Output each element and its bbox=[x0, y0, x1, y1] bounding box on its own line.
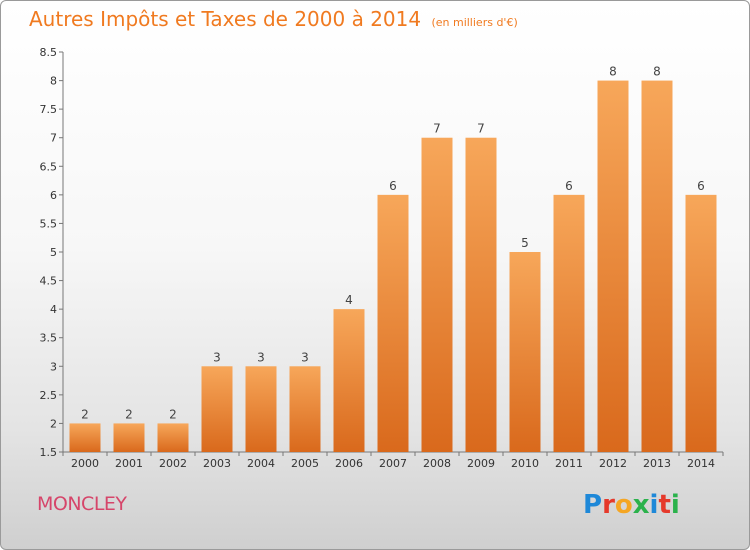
logo-letter: i bbox=[649, 490, 659, 520]
y-tick-label: 5.5 bbox=[40, 217, 58, 230]
bar bbox=[289, 366, 321, 452]
proxiti-logo[interactable]: Proxiti bbox=[583, 490, 680, 520]
y-tick-label: 4 bbox=[50, 303, 57, 316]
x-tick-label: 2009 bbox=[467, 457, 495, 470]
y-tick-label: 5 bbox=[50, 246, 57, 259]
x-tick-label: 2003 bbox=[203, 457, 231, 470]
y-axis: 1.5 2 2.5 3 3.5 4 4.5 5 5.5 6 6.5 7 7.5 8 8.5 bbox=[40, 46, 64, 459]
y-tick-label: 2.5 bbox=[40, 389, 58, 402]
data-label: 2 bbox=[125, 407, 133, 421]
bar bbox=[465, 137, 497, 452]
bar bbox=[245, 366, 277, 452]
logo-letter: x bbox=[632, 490, 650, 520]
data-label: 3 bbox=[301, 350, 309, 364]
y-tick-label: 6 bbox=[50, 189, 57, 202]
logo-letter: i bbox=[670, 490, 680, 520]
bar-series bbox=[69, 80, 717, 453]
bar bbox=[641, 80, 673, 453]
y-tick-label: 3 bbox=[50, 360, 57, 373]
data-label: 8 bbox=[609, 65, 617, 79]
data-label: 3 bbox=[213, 350, 221, 364]
y-tick-label: 3.5 bbox=[40, 332, 58, 345]
data-label: 2 bbox=[81, 407, 89, 421]
x-tick-label: 2007 bbox=[379, 457, 407, 470]
bar bbox=[685, 194, 717, 452]
bar bbox=[377, 194, 409, 452]
bar bbox=[157, 423, 189, 452]
x-tick-label: 2013 bbox=[643, 457, 671, 470]
x-tick-label: 2012 bbox=[599, 457, 627, 470]
bar bbox=[421, 137, 453, 452]
x-axis: 2000 2001 2002 2003 2004 2005 2006 2007 2008 2009… bbox=[62, 451, 724, 470]
data-label: 6 bbox=[565, 179, 573, 193]
bar bbox=[113, 423, 145, 452]
bar bbox=[597, 80, 629, 453]
x-tick-label: 2000 bbox=[71, 457, 99, 470]
x-tick-label: 2001 bbox=[115, 457, 143, 470]
x-tick-label: 2008 bbox=[423, 457, 451, 470]
chart-unit-label: (en milliers d'€) bbox=[431, 16, 518, 29]
chart-title: Autres Impôts et Taxes de 2000 à 2014 bbox=[29, 7, 422, 31]
logo-letter: P bbox=[583, 490, 603, 520]
logo-letter: r bbox=[602, 490, 615, 520]
y-tick-label: 8.5 bbox=[40, 46, 58, 59]
data-label: 6 bbox=[389, 179, 397, 193]
x-tick-label: 2004 bbox=[247, 457, 275, 470]
y-tick-label: 2 bbox=[50, 417, 57, 430]
y-tick-label: 4.5 bbox=[40, 275, 58, 288]
data-label: 7 bbox=[477, 122, 485, 136]
y-tick-label: 6.5 bbox=[40, 160, 58, 173]
x-tick-label: 2002 bbox=[159, 457, 187, 470]
bar bbox=[333, 309, 365, 452]
bar bbox=[201, 366, 233, 452]
bar bbox=[553, 194, 585, 452]
data-label: 6 bbox=[697, 179, 705, 193]
y-tick-label: 7 bbox=[50, 132, 57, 145]
data-labels: 2 2 2 3 3 3 4 6 7 7 5 6 8 8 6 bbox=[81, 65, 705, 422]
bar bbox=[509, 252, 541, 452]
x-tick-label: 2010 bbox=[511, 457, 539, 470]
chart-title-block: Autres Impôts et Taxes de 2000 à 2014 (e… bbox=[29, 7, 518, 31]
data-label: 4 bbox=[345, 293, 353, 307]
data-label: 5 bbox=[521, 236, 529, 250]
x-tick-label: 2011 bbox=[555, 457, 583, 470]
x-tick-label: 2005 bbox=[291, 457, 319, 470]
y-tick-label: 7.5 bbox=[40, 103, 58, 116]
data-label: 8 bbox=[653, 65, 661, 79]
y-tick-label: 1.5 bbox=[40, 446, 58, 459]
x-tick-label: 2014 bbox=[687, 457, 715, 470]
commune-name: MONCLEY bbox=[37, 493, 127, 515]
bar bbox=[69, 423, 101, 452]
data-label: 3 bbox=[257, 350, 265, 364]
y-tick-label: 8 bbox=[50, 75, 57, 88]
data-label: 2 bbox=[169, 407, 177, 421]
x-tick-label: 2006 bbox=[335, 457, 363, 470]
logo-letter: o bbox=[614, 490, 633, 520]
data-label: 7 bbox=[433, 122, 441, 136]
logo-letter: t bbox=[658, 490, 671, 520]
